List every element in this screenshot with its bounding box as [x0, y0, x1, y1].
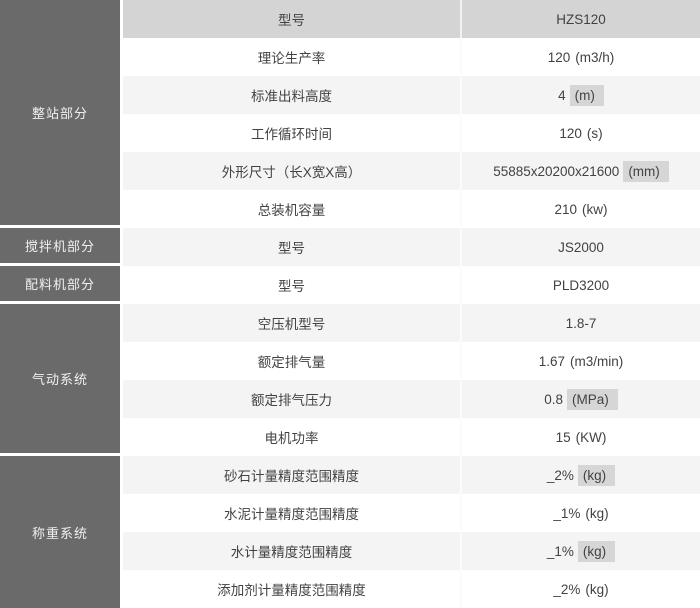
spec-name: 额定排气压力: [251, 393, 332, 408]
spec-value: HZS120: [460, 0, 700, 38]
spec-value: 4 (m): [460, 76, 700, 114]
spec-value: _1% (kg): [460, 532, 700, 570]
spec-value: 1.8-7: [460, 304, 700, 342]
table-row: 砂石计量精度范围精度 _2% (kg): [123, 456, 700, 494]
spec-value: 120 (s): [460, 114, 700, 152]
spec-unit: (kg): [585, 505, 609, 521]
table-row: 标准出料高度 4 (m): [123, 76, 700, 114]
spec-name: 工作循环时间: [251, 127, 332, 142]
table-row: 空压机型号 1.8-7: [123, 304, 700, 342]
spec-name: 总装机容量: [257, 203, 326, 218]
spec-value-text: _2%: [546, 467, 574, 483]
spec-unit: (mm): [623, 160, 669, 182]
spec-value: 0.8 (MPa): [460, 380, 700, 418]
table-row: 电机功率 15 (KW): [123, 418, 700, 456]
spec-name: 额定排气量: [257, 355, 326, 370]
spec-unit: (kg): [577, 464, 616, 486]
spec-value: 15 (KW): [460, 418, 700, 456]
spec-value-text: _1%: [553, 505, 581, 521]
category-column: 整站部分 搅拌机部分 配料机部分 气动系统 称重系统: [0, 0, 120, 608]
spec-value-text: _1%: [546, 543, 574, 559]
spec-unit: (kg): [585, 581, 609, 597]
category-cell-mixer: 搅拌机部分: [0, 228, 120, 266]
category-cell-pneumatic: 气动系统: [0, 304, 120, 456]
spec-rows: 型号 HZS120 理论生产率 120 (m3/h) 标准出料高度 4 (m) …: [123, 0, 700, 608]
category-cell-weighing: 称重系统: [0, 456, 120, 608]
table-row: 型号 HZS120: [123, 0, 700, 38]
table-row: 工作循环时间 120 (s): [123, 114, 700, 152]
spec-value-text: 120: [559, 125, 582, 141]
table-row: 额定排气量 1.67 (m3/min): [123, 342, 700, 380]
table-row: 型号 PLD3200: [123, 266, 700, 304]
spec-value: 210 (kw): [460, 190, 700, 228]
spec-name: 理论生产率: [257, 51, 326, 66]
spec-unit: (kg): [577, 540, 616, 562]
spec-name: 添加剂计量精度范围精度: [217, 583, 366, 598]
spec-value-text: 1.67: [538, 353, 566, 369]
spec-value: _1% (kg): [460, 494, 700, 532]
table-row: 型号 JS2000: [123, 228, 700, 266]
table-row: 水计量精度范围精度 _1% (kg): [123, 532, 700, 570]
spec-value-text: HZS120: [556, 11, 606, 27]
spec-unit: (s): [586, 125, 603, 141]
spec-name: 标准出料高度: [251, 89, 332, 104]
table-row: 添加剂计量精度范围精度 _2% (kg): [123, 570, 700, 608]
spec-name: 砂石计量精度范围精度: [224, 469, 359, 484]
spec-unit: (MPa): [567, 388, 618, 410]
spec-value-text: 55885x20200x21600: [493, 163, 620, 179]
spec-unit: (m3/h): [575, 49, 615, 65]
spec-value: 1.67 (m3/min): [460, 342, 700, 380]
table-row: 水泥计量精度范围精度 _1% (kg): [123, 494, 700, 532]
spec-unit: (m): [569, 84, 604, 106]
spec-value-text: 1.8-7: [565, 315, 597, 331]
table-row: 额定排气压力 0.8 (MPa): [123, 380, 700, 418]
spec-value: _2% (kg): [460, 570, 700, 608]
spec-name: 型号: [278, 279, 305, 294]
spec-value: 55885x20200x21600 (mm): [460, 152, 700, 190]
spec-name: 空压机型号: [257, 317, 326, 332]
spec-value-text: 4: [558, 87, 566, 103]
category-cell-whole-station: 整站部分: [0, 0, 120, 228]
spec-value-text: PLD3200: [552, 277, 610, 293]
spec-value-text: 15: [555, 429, 571, 445]
table-row: 总装机容量 210 (kw): [123, 190, 700, 228]
spec-value: _2% (kg): [460, 456, 700, 494]
spec-value-text: JS2000: [558, 239, 604, 255]
spec-value-text: _2%: [553, 581, 581, 597]
spec-unit: (m3/min): [570, 353, 624, 369]
spec-name: 水计量精度范围精度: [230, 545, 353, 560]
spec-value: JS2000: [460, 228, 700, 266]
table-row: 外形尺寸（长X宽X高） 55885x20200x21600 (mm): [123, 152, 700, 190]
table-row: 理论生产率 120 (m3/h): [123, 38, 700, 76]
spec-name: 电机功率: [264, 431, 319, 446]
spec-value-text: 120: [547, 49, 571, 65]
spec-value-text: 0.8: [544, 391, 564, 407]
spec-name: 型号: [278, 241, 305, 256]
spec-name: 型号: [278, 13, 305, 28]
spec-value: 120 (m3/h): [460, 38, 700, 76]
category-cell-batcher: 配料机部分: [0, 266, 120, 304]
spec-name: 水泥计量精度范围精度: [224, 507, 359, 522]
spec-unit: (kw): [582, 201, 608, 217]
spec-unit: (KW): [575, 429, 607, 445]
spec-value-text: 210: [554, 201, 578, 217]
spec-value: PLD3200: [460, 266, 700, 304]
spec-name: 外形尺寸（长X宽X高）: [221, 165, 362, 180]
